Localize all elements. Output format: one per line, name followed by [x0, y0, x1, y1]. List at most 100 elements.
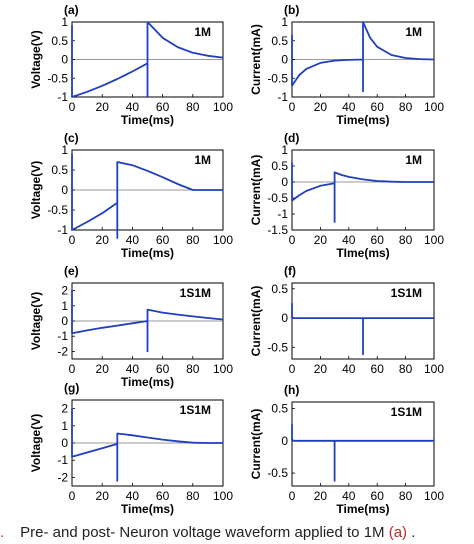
series-line: [71, 407, 223, 482]
x-tick-label: 40: [342, 362, 356, 376]
y-axis-label: Current(mA): [249, 409, 263, 480]
x-tick-label: 20: [96, 489, 110, 503]
x-tick-label: 60: [371, 489, 385, 503]
y-tick-label: -2: [57, 344, 68, 358]
series-line: [291, 302, 434, 356]
caption-ref-a: (a): [388, 524, 408, 541]
y-tick-label: 0: [281, 434, 288, 448]
caption-text: Pre- and post- Neuron voltage waveform a…: [20, 524, 385, 541]
x-tick-label: 80: [399, 100, 413, 114]
x-tick-label: 60: [371, 233, 385, 247]
series-line: [291, 161, 434, 223]
y-tick-label: 1: [61, 299, 68, 313]
x-axis-label: Time(ms): [336, 502, 389, 516]
y-tick-label: 1: [61, 15, 68, 29]
x-tick-label: 20: [314, 100, 328, 114]
panel-label: (e): [64, 264, 79, 278]
y-tick-label: -0.5: [267, 71, 288, 85]
y-tick-label: -0.5: [267, 191, 288, 205]
chart-panel-1: 0 20 40 60 80 100 -1 -0.5 0 0.5 1(a) 1M Time(ms) Volt…: [29, 3, 233, 127]
y-tick-label: 0: [281, 311, 288, 325]
plot-frame: [291, 401, 435, 487]
legend-label: 1M: [194, 153, 211, 167]
x-tick-label: 80: [186, 362, 200, 376]
x-axis-label: Time(ms): [121, 113, 174, 127]
plot-frame: [291, 149, 435, 231]
legend-label: 1M: [405, 25, 422, 39]
panel-label: (f): [284, 264, 296, 278]
x-tick-label: 20: [96, 362, 110, 376]
x-tick-label: 20: [314, 233, 328, 247]
x-tick-label: 0: [289, 489, 296, 503]
x-tick-label: 80: [399, 233, 413, 247]
y-tick-label: 1: [61, 143, 68, 157]
panel-label: (h): [284, 383, 299, 397]
legend-label: 1S1M: [391, 286, 422, 300]
y-tick-label: 0.5: [51, 163, 68, 177]
legend-label: 1S1M: [391, 405, 422, 419]
y-tick-label: 0.5: [271, 282, 288, 296]
x-tick-label: 0: [289, 100, 296, 114]
x-tick-label: 100: [424, 100, 444, 114]
x-tick-label: 80: [399, 362, 413, 376]
y-tick-label: 1: [61, 419, 68, 433]
y-tick-label: -1: [57, 453, 68, 467]
y-tick-label: -0.5: [267, 340, 288, 354]
y-tick-label: -0.5: [47, 71, 68, 85]
figure-caption: . Pre- and post- Neuron voltage waveform …: [0, 524, 474, 544]
y-tick-label: 2: [61, 284, 68, 298]
x-tick-label: 0: [69, 100, 76, 114]
x-tick-label: 20: [96, 100, 110, 114]
x-axis-label: TIme(ms): [336, 246, 389, 260]
x-tick-label: 100: [213, 362, 233, 376]
panel-label: (a): [64, 3, 79, 17]
chart-panel-4: 0 20 40 60 80 100 -1.5 -1 -0.5 0 0.5 1(d) 1M TIme(ms)…: [249, 131, 444, 260]
y-tick-label: 0: [281, 53, 288, 67]
x-tick-label: 0: [289, 362, 296, 376]
x-tick-label: 0: [69, 233, 76, 247]
y-tick-label: 1: [281, 15, 288, 29]
x-tick-label: 40: [342, 100, 356, 114]
y-tick-label: -0.5: [267, 466, 288, 480]
x-tick-label: 40: [126, 489, 140, 503]
y-tick-label: -2: [57, 470, 68, 484]
y-tick-label: 0: [61, 53, 68, 67]
series-line: [71, 289, 224, 353]
y-tick-label: 1: [281, 143, 288, 157]
y-tick-label: -1: [277, 90, 288, 104]
chart-panel-7: 0 20 40 60 80 100 -2 -1 0 1 2 (g) 1S1M Time(ms) Voltag…: [29, 381, 233, 516]
chart-panel-8: 0 20 40 60 80 100-0.500.5(h)1S1MTime(ms)Curre…: [249, 383, 444, 516]
x-tick-label: 40: [126, 100, 140, 114]
x-tick-label: 60: [156, 100, 170, 114]
x-tick-label: 60: [371, 100, 385, 114]
series-line: [291, 21, 435, 93]
x-tick-label: 0: [69, 489, 76, 503]
panel-label: (c): [64, 131, 79, 145]
series-line: [71, 21, 224, 98]
caption-mark: .: [0, 524, 5, 541]
x-tick-label: 80: [186, 100, 200, 114]
x-tick-label: 40: [126, 362, 140, 376]
y-tick-label: 0: [61, 183, 68, 197]
x-tick-label: 100: [424, 489, 444, 503]
x-tick-label: 60: [371, 362, 385, 376]
x-tick-label: 100: [213, 489, 233, 503]
x-axis-label: Time(ms): [121, 246, 174, 260]
y-tick-label: -1: [57, 329, 68, 343]
legend-label: 1S1M: [180, 403, 211, 417]
caption-tail: .: [407, 524, 416, 541]
x-tick-label: 60: [156, 489, 170, 503]
y-tick-label: 0: [281, 175, 288, 189]
y-axis-label: Voltage(V): [29, 30, 43, 88]
x-tick-label: 40: [126, 233, 140, 247]
y-tick-label: 0.5: [271, 159, 288, 173]
x-tick-label: 80: [186, 489, 200, 503]
x-tick-label: 60: [156, 362, 170, 376]
legend-label: 1M: [405, 153, 422, 167]
legend-label: 1M: [194, 25, 211, 39]
panel-label: (g): [64, 381, 79, 395]
y-tick-label: -1.5: [267, 223, 288, 237]
x-tick-label: 100: [424, 362, 444, 376]
x-tick-label: 20: [314, 362, 328, 376]
y-axis-label: Current(mA): [249, 286, 263, 357]
